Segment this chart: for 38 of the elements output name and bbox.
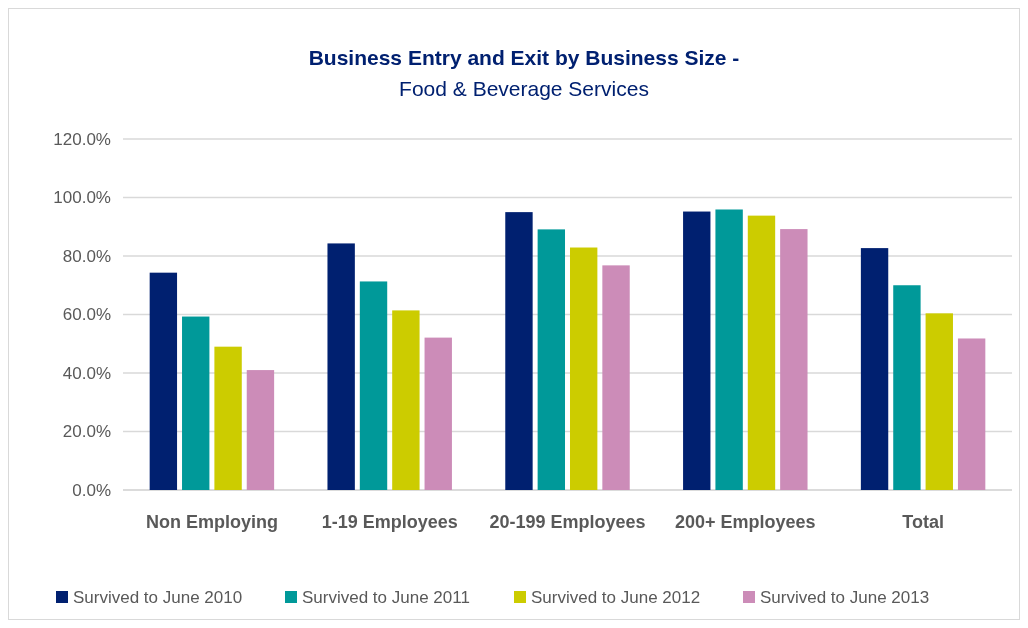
bar bbox=[957, 338, 986, 490]
x-tick-label: 200+ Employees bbox=[675, 512, 816, 532]
bar bbox=[683, 211, 711, 490]
bar bbox=[246, 370, 275, 490]
bar bbox=[392, 310, 420, 490]
bar bbox=[860, 248, 889, 490]
bar bbox=[359, 281, 388, 490]
y-tick-label: 40.0% bbox=[62, 363, 111, 383]
bar bbox=[537, 229, 566, 490]
y-tick-label: 100.0% bbox=[53, 188, 111, 208]
bar bbox=[424, 337, 452, 490]
legend-label: Survived to June 2010 bbox=[73, 588, 243, 607]
bar bbox=[182, 316, 210, 490]
y-tick-label: 80.0% bbox=[62, 246, 111, 266]
bar bbox=[925, 313, 953, 490]
bar bbox=[715, 209, 743, 490]
legend-label: Survived to June 2012 bbox=[531, 588, 701, 607]
legend-label: Survived to June 2011 bbox=[302, 588, 470, 607]
legend-label: Survived to June 2013 bbox=[760, 588, 930, 607]
bar bbox=[327, 243, 355, 490]
x-tick-label: 1-19 Employees bbox=[321, 512, 458, 532]
y-tick-label: 0.0% bbox=[72, 480, 111, 500]
bar bbox=[780, 229, 808, 490]
bar bbox=[747, 215, 776, 490]
chart-subtitle: Food & Beverage Services bbox=[399, 77, 649, 100]
y-tick-label: 60.0% bbox=[62, 305, 111, 325]
y-tick-label: 20.0% bbox=[62, 422, 111, 442]
bar bbox=[214, 346, 242, 490]
y-tick-label: 120.0% bbox=[53, 129, 111, 149]
bar bbox=[893, 285, 921, 490]
chart-title: Business Entry and Exit by Business Size - bbox=[308, 46, 740, 69]
bar bbox=[569, 247, 598, 490]
bar bbox=[602, 265, 630, 490]
x-tick-label: Total bbox=[902, 512, 944, 532]
x-tick-label: 20-199 Employees bbox=[489, 512, 646, 532]
bar bbox=[505, 212, 533, 490]
x-tick-label: Non Employing bbox=[145, 512, 278, 532]
bar bbox=[149, 272, 178, 490]
